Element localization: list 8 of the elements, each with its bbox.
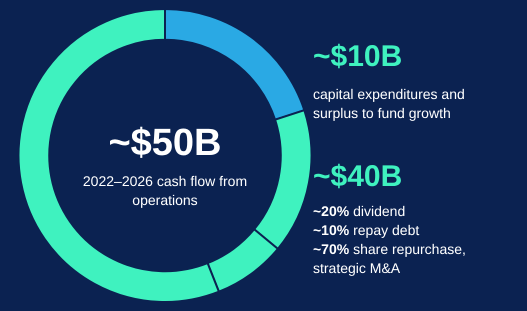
text: ~10% repay debt	[313, 221, 420, 240]
text: ~70% share repurchase, strategic M&A	[313, 240, 467, 278]
text: ~$40B	[313, 160, 404, 194]
text: ~$10B	[313, 40, 404, 74]
text: ~$50B	[107, 122, 223, 165]
text: capital expenditures and surplus to fund growth	[313, 85, 466, 123]
text: 2022–2026 cash flow from operations	[82, 172, 248, 210]
text: ~20% dividend	[313, 202, 406, 221]
